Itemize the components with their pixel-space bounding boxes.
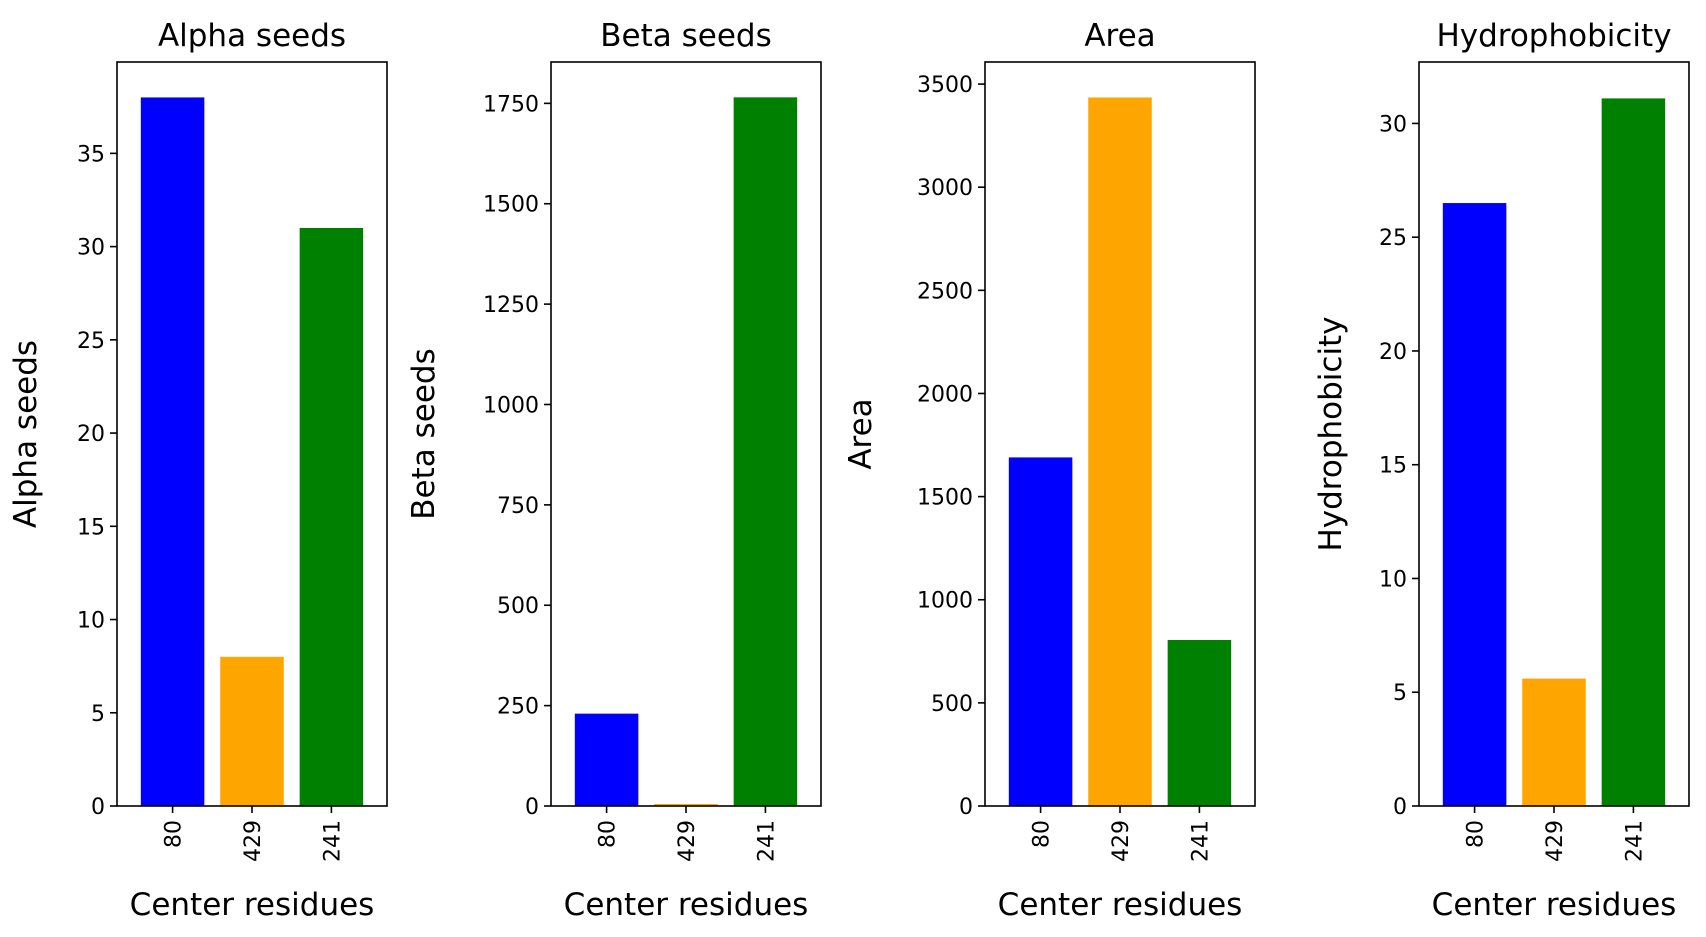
bar-1-241 xyxy=(299,227,364,806)
y-tick-label-4: 5 xyxy=(1393,681,1407,706)
y-tick-label-4: 10 xyxy=(1379,567,1407,592)
y-tick-label-1: 5 xyxy=(91,702,105,727)
y-tick-label-2: 1250 xyxy=(483,293,539,318)
y-tick-label-2: 1000 xyxy=(483,393,539,418)
y-tick-label-3: 1500 xyxy=(917,486,973,511)
bar-3-241 xyxy=(1167,639,1232,806)
y-tick-label-1: 30 xyxy=(77,236,105,261)
x-tick-label-2: 241 xyxy=(754,820,779,862)
x-tick-label-1: 80 xyxy=(162,820,187,848)
y-tick-label-3: 500 xyxy=(931,692,973,717)
y-tick-label-2: 1750 xyxy=(483,92,539,117)
y-tick-label-3: 3500 xyxy=(917,73,973,98)
y-tick-label-1: 25 xyxy=(77,329,105,354)
chart-title-4: Hydrophobicity xyxy=(1436,18,1671,54)
y-tick-label-3: 2500 xyxy=(917,279,973,304)
x-axis-label-3: Center residues xyxy=(998,887,1243,923)
bar-4-80 xyxy=(1442,203,1507,806)
bar-3-429 xyxy=(1088,97,1152,807)
x-tick-label-4: 429 xyxy=(1543,820,1568,862)
y-axis-label-4: Hydrophobicity xyxy=(1313,316,1349,551)
x-tick-label-1: 429 xyxy=(241,820,266,862)
bar-3-80 xyxy=(1008,457,1073,806)
y-tick-label-2: 750 xyxy=(497,494,539,519)
x-tick-label-2: 80 xyxy=(596,820,621,848)
y-tick-label-4: 20 xyxy=(1379,340,1407,365)
x-tick-label-3: 80 xyxy=(1030,820,1055,848)
x-tick-label-2: 429 xyxy=(675,820,700,862)
x-axis-label-1: Center residues xyxy=(130,887,375,923)
bar-1-429 xyxy=(220,656,284,806)
bar-2-80 xyxy=(574,713,639,806)
y-axis-label-2: Beta seeds xyxy=(406,348,442,519)
y-axis-label-1: Alpha seeds xyxy=(8,340,44,528)
y-tick-label-3: 1000 xyxy=(917,589,973,614)
x-tick-label-1: 241 xyxy=(320,820,345,862)
y-tick-label-2: 1500 xyxy=(483,193,539,218)
y-tick-label-2: 0 xyxy=(525,795,539,820)
y-tick-label-2: 250 xyxy=(497,695,539,720)
y-tick-label-1: 0 xyxy=(91,795,105,820)
chart-title-1: Alpha seeds xyxy=(158,18,346,54)
x-tick-label-3: 429 xyxy=(1109,820,1134,862)
chart-title-2: Beta seeds xyxy=(600,18,771,54)
bar-4-241 xyxy=(1601,98,1666,806)
chart-title-3: Area xyxy=(1084,18,1155,54)
x-tick-label-4: 241 xyxy=(1622,820,1647,862)
y-tick-label-4: 25 xyxy=(1379,226,1407,251)
bar-4-429 xyxy=(1522,678,1586,806)
y-axis-label-3: Area xyxy=(843,398,879,469)
bar-1-80 xyxy=(140,97,205,807)
y-tick-label-1: 10 xyxy=(77,609,105,634)
bar-2-429 xyxy=(654,803,718,806)
x-axis-label-4: Center residues xyxy=(1432,887,1677,923)
x-axis-label-2: Center residues xyxy=(564,887,809,923)
y-tick-label-3: 3000 xyxy=(917,176,973,201)
bar-2-241 xyxy=(733,97,798,806)
x-tick-label-3: 241 xyxy=(1188,820,1213,862)
y-tick-label-4: 15 xyxy=(1379,454,1407,479)
y-tick-label-3: 0 xyxy=(959,795,973,820)
x-tick-label-4: 80 xyxy=(1464,820,1489,848)
y-tick-label-1: 15 xyxy=(77,515,105,540)
y-tick-label-2: 500 xyxy=(497,594,539,619)
y-tick-label-4: 30 xyxy=(1379,112,1407,137)
y-tick-label-1: 35 xyxy=(77,142,105,167)
y-tick-label-1: 20 xyxy=(77,422,105,447)
y-tick-label-4: 0 xyxy=(1393,795,1407,820)
y-tick-label-3: 2000 xyxy=(917,382,973,407)
